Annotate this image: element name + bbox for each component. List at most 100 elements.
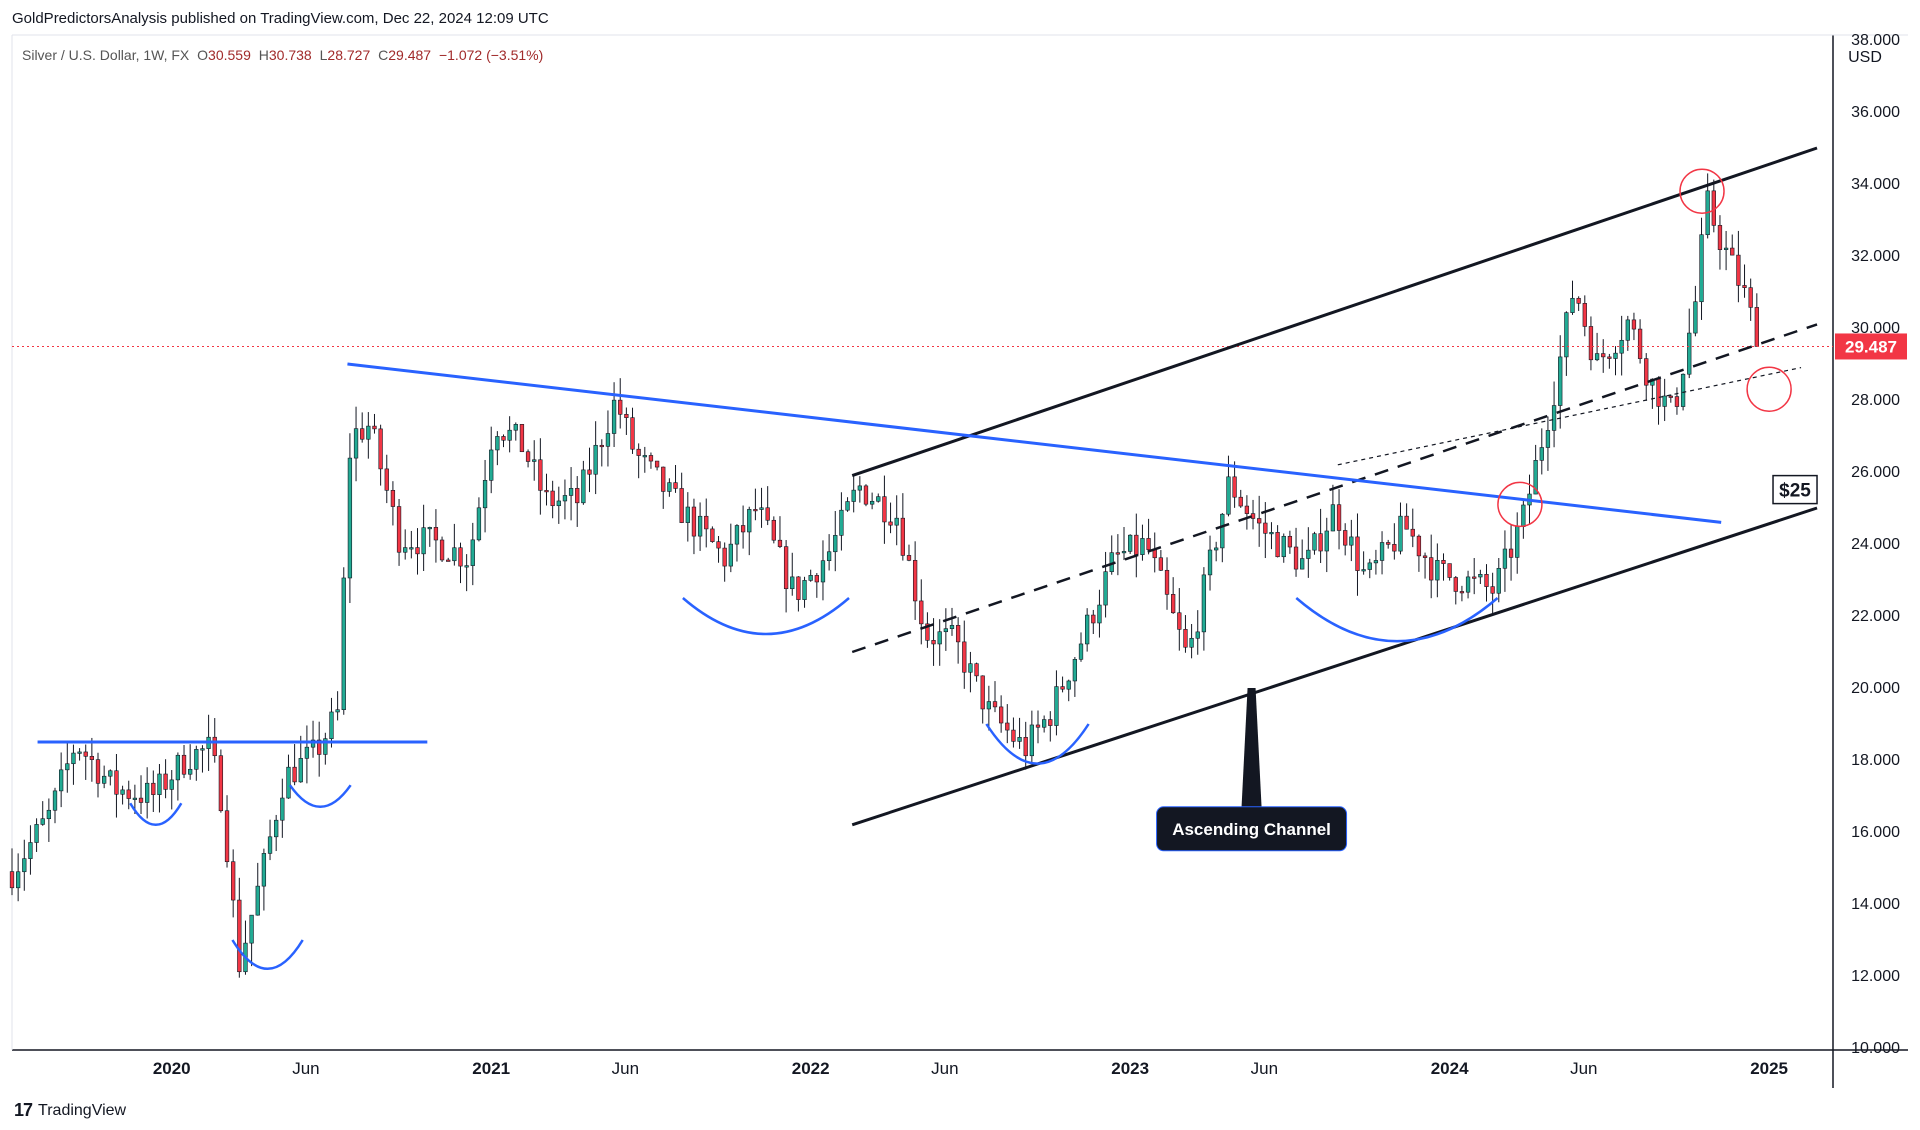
cup-arc-2022 [985, 723, 1090, 765]
candle-body [452, 547, 457, 562]
x-tick-label: 2020 [153, 1059, 191, 1078]
candle-body [501, 436, 506, 441]
candle-body [771, 519, 776, 541]
candle-body [1644, 358, 1649, 386]
low-label: L [319, 47, 328, 63]
candle-body [986, 701, 991, 710]
x-tick-label: 2023 [1111, 1059, 1149, 1078]
candle-body [716, 541, 721, 549]
candle-body [482, 480, 488, 509]
top-touch-circle [1679, 168, 1725, 214]
candle-body [415, 547, 420, 555]
open-value: 30.559 [208, 47, 251, 63]
candle-body [1164, 569, 1170, 595]
candle-body [568, 488, 574, 496]
y-tick-label: 24.000 [1851, 536, 1900, 553]
candle-body [495, 436, 500, 451]
x-tick-label: Jun [612, 1059, 639, 1078]
y-tick-label: 14.000 [1851, 896, 1900, 913]
candle-body [1447, 563, 1452, 578]
breakout-circle [1497, 481, 1543, 528]
candle-body [611, 399, 617, 434]
candle-body [1693, 301, 1698, 334]
candle-body [138, 797, 144, 803]
candle-body [1336, 504, 1342, 531]
candle-body [783, 546, 789, 590]
high-value: 30.738 [268, 47, 312, 63]
candle-body [1410, 528, 1415, 537]
candle-body [777, 539, 783, 547]
candle-body [390, 490, 396, 507]
candle-body [1146, 538, 1151, 550]
candle-body [1367, 562, 1372, 570]
candle-body [1263, 522, 1268, 534]
last-price-label: 29.487 [1845, 337, 1897, 356]
candle-body [1293, 546, 1299, 570]
candle-body [1097, 604, 1102, 624]
candle-body [624, 414, 629, 418]
candle-body [403, 547, 408, 553]
candle-body [1269, 532, 1274, 535]
candle-body [1312, 533, 1317, 551]
candle-body [1140, 538, 1145, 555]
candle-body [304, 746, 310, 759]
x-tick-label: Jun [931, 1059, 958, 1078]
candle-body [1257, 518, 1262, 524]
candle-body [925, 623, 930, 641]
candle-body [298, 758, 303, 783]
candle-body [765, 507, 770, 521]
candle-body [175, 754, 181, 781]
candle-body [1496, 567, 1501, 594]
y-tick-label: 10.000 [1851, 1040, 1900, 1057]
x-tick-label: 2022 [792, 1059, 830, 1078]
candle-body [286, 766, 291, 799]
candle-body [1490, 586, 1495, 594]
descending-trendline [347, 362, 1722, 524]
candle-body [667, 482, 672, 492]
candle-body [1343, 530, 1348, 546]
candle-body [630, 417, 635, 450]
x-tick-label: Jun [292, 1059, 319, 1078]
candle-body [1306, 549, 1311, 559]
channel-label-box [1156, 806, 1348, 852]
candle-body [409, 547, 414, 550]
candle-body [618, 399, 623, 415]
y-tick-label: 34.000 [1851, 176, 1900, 193]
candle-body [1656, 378, 1661, 407]
candle-body [1717, 225, 1723, 250]
candle-body [274, 819, 279, 838]
candle-body [181, 754, 187, 775]
candle-body [1275, 532, 1280, 558]
candle-body [943, 628, 948, 633]
candle-body [1128, 534, 1133, 552]
candle-body [691, 506, 697, 537]
x-tick-label: Jun [1251, 1059, 1278, 1078]
candle-body [1533, 460, 1538, 495]
candle-body [937, 631, 942, 645]
candle-body [740, 525, 746, 533]
candle-body [1754, 307, 1759, 347]
candle-body [1435, 560, 1440, 581]
candle-body [1662, 395, 1667, 407]
candle-body [157, 773, 162, 795]
candle-body [974, 663, 979, 677]
candle-body [224, 810, 230, 863]
candle-body [575, 488, 580, 504]
candle-body [280, 797, 285, 821]
y-tick-label: 28.000 [1851, 392, 1900, 409]
candle-body [845, 501, 850, 511]
candle-body [1287, 535, 1293, 548]
candle-body [71, 752, 76, 765]
close-value: 29.487 [388, 47, 432, 63]
candle-body [1576, 297, 1581, 304]
candle-body [95, 759, 101, 784]
candle-body [34, 824, 39, 843]
candle-body [876, 496, 881, 502]
candle-body [1005, 722, 1010, 731]
candle-body [249, 914, 254, 944]
y-tick-label: 20.000 [1851, 680, 1900, 697]
candle-body [1250, 513, 1256, 519]
candle-body [476, 507, 482, 541]
plot-frame [12, 0, 1920, 1088]
